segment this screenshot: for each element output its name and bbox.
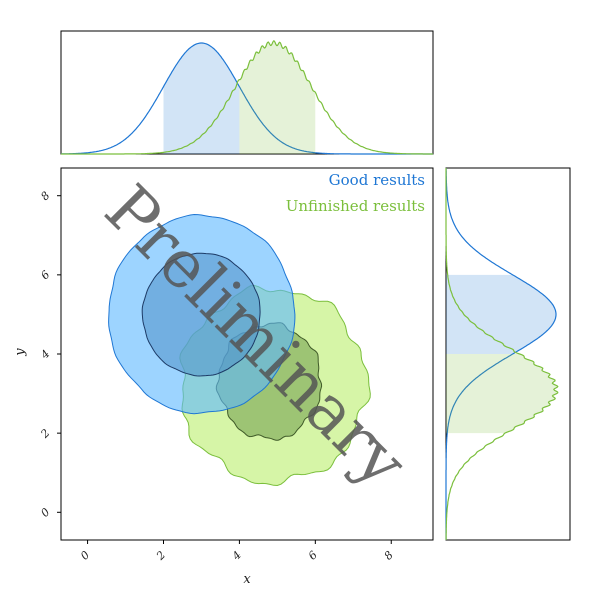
x-tick-label: 2 bbox=[153, 548, 168, 563]
y-tick-label: 6 bbox=[38, 268, 52, 282]
y-axis-label: y bbox=[13, 348, 28, 357]
x-tick-label: 8 bbox=[382, 548, 396, 562]
y-tick-label: 8 bbox=[38, 189, 52, 203]
y-tick-label: 2 bbox=[38, 426, 53, 441]
x-tick-label: 0 bbox=[78, 548, 92, 562]
unfinished-y-curve bbox=[445, 168, 559, 540]
x-axis-label: x bbox=[243, 572, 251, 587]
legend-entry-unfinished: Unfinished results bbox=[286, 197, 425, 215]
legend-entry-good: Good results bbox=[329, 171, 425, 189]
y-tick-label: 4 bbox=[38, 347, 53, 362]
good-y-band bbox=[446, 274, 556, 354]
good-y-curve bbox=[445, 168, 557, 540]
x-tick-label: 6 bbox=[306, 548, 320, 562]
unfinished-y-band bbox=[446, 354, 558, 434]
main-plot-panel: 0 2 4 6 8 0 2 4 6 8 bbox=[38, 167, 434, 563]
unfinished-x-curve bbox=[61, 40, 433, 155]
right-marginal-panel bbox=[445, 167, 571, 541]
legend: Good results Unfinished results bbox=[286, 171, 425, 215]
y-tick-label: 0 bbox=[38, 506, 52, 520]
x-tick-label: 4 bbox=[229, 548, 244, 563]
top-marginal-panel bbox=[60, 30, 434, 155]
unfinished-x-band bbox=[239, 40, 316, 154]
good-x-band bbox=[163, 43, 240, 154]
good-inner-contour bbox=[141, 252, 261, 377]
good-x-curve bbox=[61, 42, 433, 155]
